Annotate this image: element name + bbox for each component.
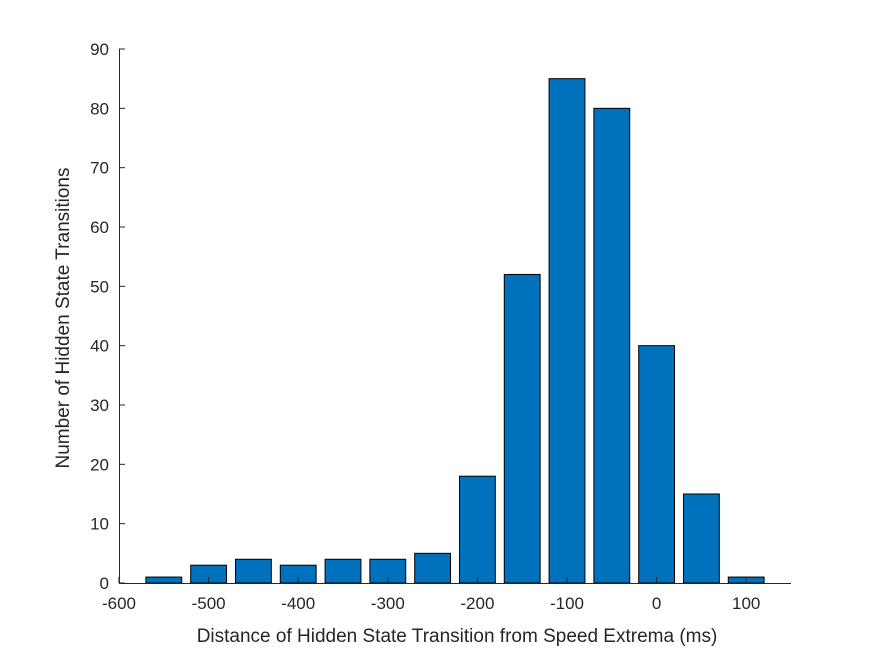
x-tick-label: 0 — [652, 594, 661, 613]
bar — [458, 475, 496, 584]
x-tick-label: -600 — [102, 594, 136, 613]
y-tick-label: 60 — [90, 218, 109, 237]
x-tick-label: 100 — [732, 594, 760, 613]
x-tick-label: -500 — [192, 594, 226, 613]
x-tick-label: -100 — [550, 594, 584, 613]
y-tick-label: 50 — [90, 277, 109, 296]
y-tick-label: 10 — [90, 515, 109, 534]
bar — [638, 345, 676, 584]
y-tick-label: 0 — [100, 574, 109, 593]
x-tick-label: -300 — [371, 594, 405, 613]
x-axis-label: Distance of Hidden State Transition from… — [197, 626, 718, 647]
y-tick-label: 70 — [90, 159, 109, 178]
bar — [548, 78, 586, 584]
bar — [234, 558, 272, 584]
bar — [593, 107, 631, 584]
bars-group — [145, 78, 765, 584]
bar — [324, 558, 362, 584]
y-tick-label: 30 — [90, 396, 109, 415]
axes-group — [119, 49, 791, 584]
y-tick-label: 40 — [90, 337, 109, 356]
bar — [145, 576, 183, 584]
y-ticks-group: 0 10 20 30 40 50 60 70 80 90 — [90, 40, 125, 593]
x-tick-label: -200 — [460, 594, 494, 613]
bar — [414, 552, 452, 584]
y-axis-label: Number of Hidden State Transitions — [53, 168, 74, 469]
x-tick-label: -400 — [281, 594, 315, 613]
y-tick-label: 80 — [90, 99, 109, 118]
y-tick-label: 90 — [90, 40, 109, 59]
bar — [503, 273, 541, 584]
y-tick-label: 20 — [90, 455, 109, 474]
x-ticks-group: -600 -500 -400 -300 -200 -100 0 100 — [102, 577, 760, 613]
bar — [682, 493, 720, 584]
